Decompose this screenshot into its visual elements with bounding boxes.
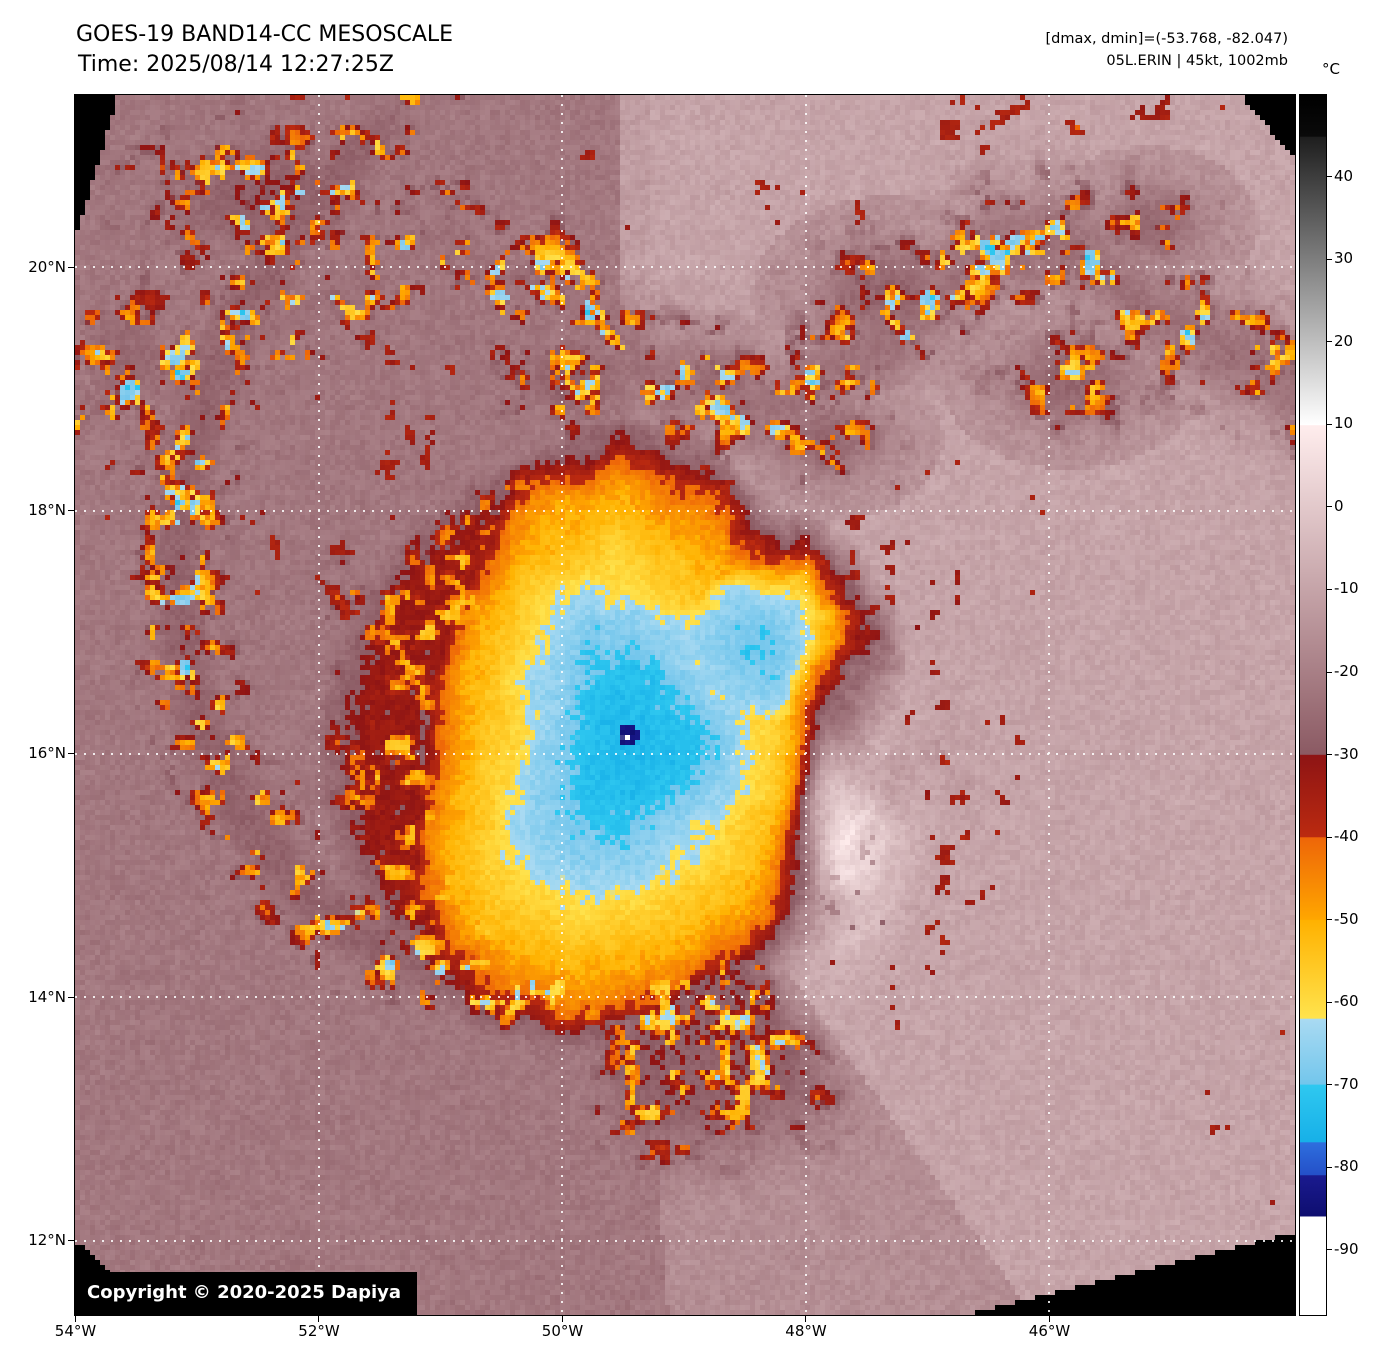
latitude-gridline bbox=[75, 752, 1295, 755]
figure-title: GOES-19 BAND14-CC MESOSCALE bbox=[76, 22, 454, 47]
latitude-gridline bbox=[75, 266, 1295, 268]
x-axis-tick bbox=[74, 1316, 76, 1322]
colorbar-tick bbox=[1327, 919, 1332, 921]
latitude-gridline bbox=[75, 996, 1295, 998]
y-tick-label: 16°N bbox=[28, 744, 66, 762]
colorbar-tick-label: 40 bbox=[1334, 166, 1354, 185]
colorbar-tick bbox=[1327, 176, 1332, 178]
colorbar bbox=[1299, 94, 1327, 1316]
colorbar-tick bbox=[1327, 1084, 1332, 1086]
x-axis-tick bbox=[561, 1316, 563, 1322]
y-axis-tick bbox=[68, 753, 74, 754]
y-tick-label: 14°N bbox=[28, 988, 66, 1006]
colorbar-tick bbox=[1327, 1249, 1332, 1251]
colorbar-tick-label: 30 bbox=[1334, 249, 1354, 268]
y-axis-tick bbox=[68, 266, 74, 268]
colorbar-tick-label: -20 bbox=[1334, 662, 1359, 680]
longitude-gridline bbox=[561, 95, 563, 1315]
colorbar-tick-label: 0 bbox=[1334, 496, 1344, 515]
y-tick-label: 20°N bbox=[28, 258, 66, 276]
x-tick-label: 52°W bbox=[298, 1322, 340, 1340]
longitude-gridline bbox=[804, 95, 807, 1315]
colorbar-tick-label: -60 bbox=[1334, 992, 1359, 1011]
x-tick-label: 46°W bbox=[1028, 1322, 1071, 1340]
colorbar-tick bbox=[1327, 836, 1332, 838]
latitude-gridline bbox=[75, 1239, 1295, 1242]
colorbar-tick-label: -50 bbox=[1334, 909, 1359, 928]
x-tick-label: 48°W bbox=[785, 1322, 827, 1340]
y-tick-label: 12°N bbox=[28, 1231, 66, 1249]
colorbar-tick-label: -40 bbox=[1334, 827, 1359, 846]
latitude-gridline bbox=[75, 509, 1295, 512]
x-axis-tick bbox=[805, 1316, 806, 1322]
colorbar-tick bbox=[1327, 341, 1332, 343]
longitude-gridline bbox=[317, 95, 320, 1315]
figure-timestamp: Time: 2025/08/14 12:27:25Z bbox=[78, 52, 394, 77]
colorbar-unit-label: °C bbox=[1322, 60, 1340, 78]
colorbar-tick-label: -80 bbox=[1334, 1157, 1359, 1176]
colorbar-tick-label: 20 bbox=[1334, 331, 1354, 350]
copyright-notice: Copyright © 2020-2025 Dapiya bbox=[75, 1272, 418, 1315]
dmax-dmin-readout: [dmax, dmin]=(-53.768, -82.047) bbox=[1045, 31, 1289, 47]
satellite-image-canvas bbox=[75, 95, 1295, 1315]
figure-annotations: [dmax, dmin]=(-53.768, -82.047) 05L.ERIN… bbox=[1046, 28, 1289, 72]
y-axis-tick bbox=[68, 510, 74, 511]
colorbar-tick bbox=[1327, 506, 1332, 508]
x-axis-tick bbox=[318, 1316, 319, 1322]
colorbar-tick-label: 10 bbox=[1334, 414, 1354, 433]
y-axis-tick bbox=[68, 996, 74, 998]
y-tick-label: 18°N bbox=[28, 501, 66, 519]
colorbar-tick-label: -90 bbox=[1334, 1239, 1359, 1258]
colorbar-tick-label: -70 bbox=[1334, 1074, 1359, 1093]
satellite-map: Copyright © 2020-2025 Dapiya bbox=[74, 94, 1296, 1316]
y-axis-tick bbox=[68, 1240, 74, 1241]
x-tick-label: 50°W bbox=[541, 1322, 584, 1340]
colorbar-tick bbox=[1327, 588, 1332, 590]
colorbar-tick bbox=[1327, 671, 1332, 673]
colorbar-tick-label: -30 bbox=[1334, 744, 1359, 763]
x-tick-label: 54°W bbox=[54, 1322, 97, 1340]
colorbar-tick bbox=[1327, 1001, 1332, 1003]
colorbar-tick-label: -10 bbox=[1334, 579, 1359, 598]
grid-overlay bbox=[75, 95, 1295, 1315]
colorbar-tick bbox=[1327, 258, 1332, 260]
storm-info: 05L.ERIN | 45kt, 1002mb bbox=[1106, 53, 1288, 69]
x-axis-tick bbox=[1048, 1316, 1050, 1322]
longitude-gridline bbox=[1048, 95, 1050, 1315]
colorbar-tick bbox=[1327, 754, 1332, 755]
colorbar-tick bbox=[1327, 1166, 1332, 1168]
colorbar-tick bbox=[1327, 423, 1332, 425]
